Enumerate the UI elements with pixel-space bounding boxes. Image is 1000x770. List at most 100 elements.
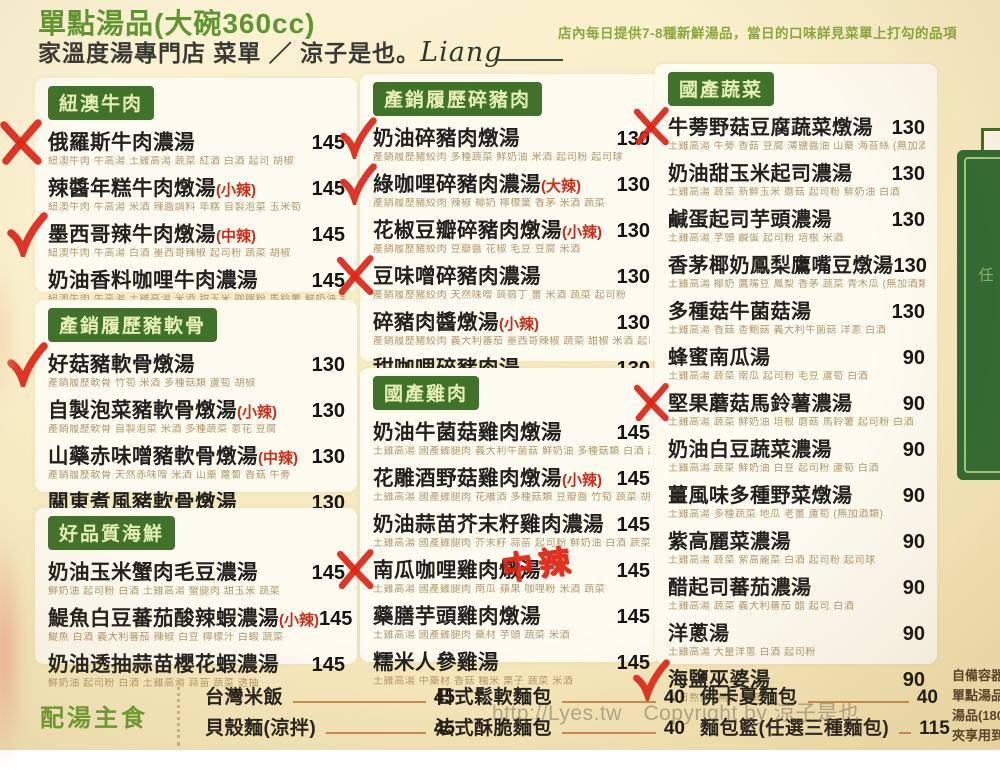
cross-mark-icon: [0, 119, 42, 165]
item-ingredients: 產銷履歷豬絞肉 天然味噌 蒟蒻丁 薑 米酒 蔬菜 起司粉: [373, 290, 627, 301]
footer-item-name: 台灣米飯: [205, 687, 284, 708]
footer-item-price: 45: [433, 718, 455, 739]
price-leader-line: [899, 732, 912, 734]
spicy-tag: (小辣): [216, 182, 256, 199]
daily-soup-notice: 店內每日提供7-8種新鮮湯品，當日的口味詳見菜單上打勾的品項: [558, 26, 958, 41]
right-note-line: 自備容器: [952, 668, 1000, 683]
footer-item-price: 40: [916, 687, 938, 708]
item-ingredients: 土雞高湯 國產雞腿肉 藥材 芋頭 蔬菜 米酒: [373, 630, 571, 641]
section-card-seafood: 好品質海鮮 奶油玉米蟹肉毛豆濃湯 145 鮮奶油 起司粉 白酒 土雞高湯 蟹腿肉 …: [35, 508, 357, 689]
item-name: 碎豬肉醬燉湯: [373, 311, 499, 334]
item-price: 145: [319, 608, 353, 630]
menu-item: 俄羅斯牛肉濃湯 145 紐澳牛肉 牛高湯 土雞高湯 蔬菜 紅酒 白酒 起司 胡椒: [0, 119, 345, 167]
item-ingredients: 產銷履歷軟骨 自製泡菜 米酒 多種蔬菜 蔥花 豆腐: [48, 424, 277, 435]
item-price: 145: [616, 514, 650, 536]
item-price: 145: [311, 654, 345, 676]
section-badge: 紐澳牛肉: [48, 86, 155, 120]
item-name: 奶油透抽蒜苗櫻花蝦濃湯: [48, 653, 279, 676]
item-ingredients: 鮮奶油 起司粉 白酒 土雞高湯 蟹腿肉 甜玉米 蔬菜: [48, 586, 281, 597]
item-ingredients: 紐澳牛肉 牛高湯 白酒 墨西哥辣椒 起司粉 蔬菜 胡椒: [48, 248, 291, 259]
menu-item: 奶油香料咖哩牛肉濃湯 145 紐澳牛肉 牛高湯 土雞高湯 米酒 甜玉米 咖哩粉 馬…: [48, 263, 345, 305]
item-ingredients: 鮮奶油 起司粉 白酒 土雞高湯 蒜苗 蔬菜 透抽: [48, 678, 260, 689]
right-note-line: 湯品(180: [952, 708, 1000, 723]
footer-group: 台灣米飯 45 貝殼麵(涼拌) 45: [205, 682, 455, 744]
section-badge: 好品質海鮮: [48, 516, 176, 550]
shop-subtitle: 家溫度湯專門店 菜單 ／ 涼子是也。Liang: [38, 34, 563, 68]
item-ingredients: 土雞高湯 芋頭 鹹蛋 起司粉 培根 米酒: [668, 233, 844, 244]
item-ingredients: 產銷履歷軟骨 竹筍 米酒 多種菇類 蘆筍 胡椒: [48, 378, 256, 389]
item-name: 藥膳芋頭雞肉燉湯: [373, 605, 541, 628]
item-name: 多種菇牛菌菇湯: [668, 301, 812, 323]
item-ingredients: 土雞高湯 多種蔬菜 地瓜 老薑 蘆筍 (無加酒類): [668, 509, 884, 520]
section-badge: 國產蔬菜: [668, 72, 775, 106]
price-leader-line: [562, 732, 656, 734]
spicy-tag: (小辣): [499, 316, 539, 333]
footer-item-name: 法式酥脆麵包: [435, 718, 553, 739]
menu-item: 醋起司蕃茄濃湯 90 土雞高湯 蔬菜 義大利蕃茄 醋 起司 白酒: [668, 571, 925, 612]
price-leader-line: [326, 732, 426, 734]
footer-group: 日式鬆軟麵包 40 法式酥脆麵包 40: [435, 682, 685, 744]
item-ingredients: 土雞高湯 國產雞腿肉 芥末籽 蒜苗 起司粉 鮮奶油 白酒 蔬菜: [373, 538, 650, 549]
item-price: 130: [891, 301, 925, 323]
menu-item: 豆味噌碎豬肉濃湯 130 產銷履歷豬絞肉 天然味噌 蒟蒻丁 薑 米酒 蔬菜 起司粉: [336, 255, 650, 301]
item-name: 好菇豬軟骨燉湯: [48, 353, 195, 376]
menu-item: 墨西哥辣牛肉燉湯 (中辣) 145 紐澳牛肉 牛高湯 白酒 墨西哥辣椒 起司粉 蔬菜…: [7, 212, 345, 259]
item-ingredients: 土雞高湯 牛蒡 香菇 豆腐 薄鹽醬油 山藥 海苔絲 (無加酒類): [668, 141, 925, 152]
section-card-pork-cartilage: 產銷履歷豬軟骨 好菇豬軟骨燉湯 130 產銷履歷軟骨 竹筍 米酒 多種菇類 蘆筍 …: [7, 300, 357, 527]
section-card-beef: 紐澳牛肉 俄羅斯牛肉濃湯 145 紐澳牛肉 牛高湯 土雞高湯 蔬菜 紅酒 白酒 起…: [0, 78, 357, 305]
item-price: 145: [311, 562, 345, 584]
item-price: 130: [616, 174, 650, 196]
menu-item: 奶油甜玉米起司濃湯 130 土雞高湯 蔬菜 新鮮玉米 蘑菇 起司粉 鮮奶油 白酒: [668, 157, 925, 198]
item-name: 海鹽巫婆湯: [668, 669, 771, 691]
menu-item: 奶油玉米蟹肉毛豆濃湯 145 鮮奶油 起司粉 白酒 土雞高湯 蟹腿肉 甜玉米 蔬菜: [48, 555, 345, 597]
menu-item: 奶油牛菌菇雞肉燉湯 145 土雞高湯 國產雞腿肉 義大利牛菌菇 鮮奶油 多種菇類 …: [373, 415, 650, 457]
menu-item: 洋蔥湯 90 土雞高湯 大量洋蔥 白酒 起司粉: [668, 617, 925, 658]
item-name: 奶油碎豬肉燉湯: [373, 127, 520, 150]
menu-item: 蜂蜜南瓜湯 90 土雞高湯 蔬菜 南瓜 起司粉 毛豆 蘆筍 白酒: [668, 341, 925, 382]
item-name: 牛蒡野菇豆腐蔬菜燉湯: [668, 117, 873, 139]
right-edge-notes: 自備容器 單點湯品 湯品(180 夾享用到: [952, 666, 1000, 746]
item-price: 90: [902, 623, 925, 645]
item-name: 蜂蜜南瓜湯: [668, 347, 771, 369]
item-name: 花椒豆瓣碎豬肉燉湯: [373, 219, 562, 242]
item-price: 130: [616, 220, 650, 242]
finger-edge: [0, 530, 26, 770]
item-name: 自製泡菜豬軟骨燉湯: [48, 399, 237, 422]
item-name: 南瓜咖哩雞肉燉湯: [373, 559, 541, 582]
item-ingredients: 土雞高湯 國產雞腿肉 花雕酒 多種菇類 豆瓣醬 竹筍 蔬菜 胡椒: [373, 492, 650, 503]
item-ingredients: 土雞高湯 大量洋蔥 白酒 起司粉: [668, 647, 816, 658]
item-price: 130: [891, 163, 925, 185]
menu-item: 山藥赤味噌豬軟骨燉湯 (中辣) 130 產銷履歷軟骨 天然赤味噌 米酒 山藥 蘿蔔 …: [48, 439, 345, 481]
menu-item: 奶油白豆蔬菜濃湯 90 土雞高湯 蔬菜 鮮奶油 白豆 起司粉 蘆筍 白酒: [668, 433, 925, 474]
item-name: 豆味噌碎豬肉濃湯: [373, 265, 541, 288]
item-ingredients: 產銷履歷豬絞肉 義大利蕃茄 墨西哥辣椒 蔬菜 甜椒 米酒 起司粉: [373, 336, 650, 347]
item-ingredients: 紐澳牛肉 牛高湯 米酒 辣醬調料 年糕 自製泡菜 玉米筍: [48, 202, 302, 213]
menu-item: 糯米人參雞湯 145 土雞高湯 中藥材 香菇 糯米 栗子 蔬菜 米酒: [373, 645, 650, 687]
menu-item: 多種菇牛菌菇湯 130 土雞高湯 香菇 杏鮑菇 義大利牛菌菇 洋蔥 白酒: [668, 295, 925, 336]
footer-group: 佛卡夏麵包 40 麵包籃(任選三種麵包) 115: [700, 682, 950, 744]
item-price: 130: [891, 209, 925, 231]
signature: Liang: [420, 37, 503, 68]
item-price: 90: [902, 669, 925, 691]
item-ingredients: 土雞高湯 國產雞腿肉 義大利牛菌菇 鮮奶油 多種菇類 白酒 起司粉 起司球: [373, 446, 650, 457]
item-ingredients: 土雞高湯 香菇 杏鮑菇 義大利牛菌菇 洋蔥 白酒: [668, 325, 887, 336]
item-price: 130: [893, 255, 927, 277]
menu-item: 奶油碎豬肉燉湯 130 產銷履歷豬絞肉 多種蔬菜 鮮奶油 米酒 起司粉 起司球: [340, 117, 650, 163]
menu-item: 奶油蒜苗芥末籽雞肉濃湯 145 土雞高湯 國產雞腿肉 芥末籽 蒜苗 起司粉 鮮奶油…: [373, 507, 650, 549]
section-card-vegetables: 國產蔬菜 牛蒡野菇豆腐蔬菜燉湯 130 土雞高湯 牛蒡 香菇 豆腐 薄鹽醬油 山藥…: [633, 64, 937, 704]
menu-item: 薑風味多種野菜燉湯 90 土雞高湯 多種蔬菜 地瓜 老薑 蘆筍 (無加酒類): [668, 479, 925, 520]
menu-item: 鹹蛋起司芋頭濃湯 130 土雞高湯 芋頭 鹹蛋 起司粉 培根 米酒: [668, 203, 925, 244]
item-ingredients: 鯷魚 白酒 義大利蕃茄 辣椒 白豆 檸檬汁 白蝦 蔬菜: [48, 632, 284, 643]
item-ingredients: 紐澳牛肉 牛高湯 土雞高湯 米酒 甜玉米 咖哩粉 馬鈴薯 鮮奶油 起司粉 胡椒: [48, 294, 345, 305]
item-price: 145: [311, 270, 345, 292]
section-card-minced-pork: 產銷履歷碎豬肉 奶油碎豬肉燉湯 130 產銷履歷豬絞肉 多種蔬菜 鮮奶油 米酒 起…: [336, 74, 662, 393]
menu-item: 好菇豬軟骨燉湯 130 產銷履歷軟骨 竹筍 米酒 多種菇類 蘆筍 胡椒: [7, 342, 345, 389]
item-price: 145: [616, 422, 650, 444]
menu-item: 花雕酒野菇雞肉燉湯 (小辣) 145 土雞高湯 國產雞腿肉 花雕酒 多種菇類 豆瓣醬…: [373, 461, 650, 503]
item-price: 90: [902, 531, 925, 553]
item-price: 145: [311, 178, 345, 200]
item-name: 山藥赤味噌豬軟骨燉湯: [48, 445, 258, 468]
item-name: 香茅椰奶鳳梨鷹嘴豆燉湯: [668, 255, 894, 277]
section-badge: 國產雞肉: [373, 376, 480, 410]
